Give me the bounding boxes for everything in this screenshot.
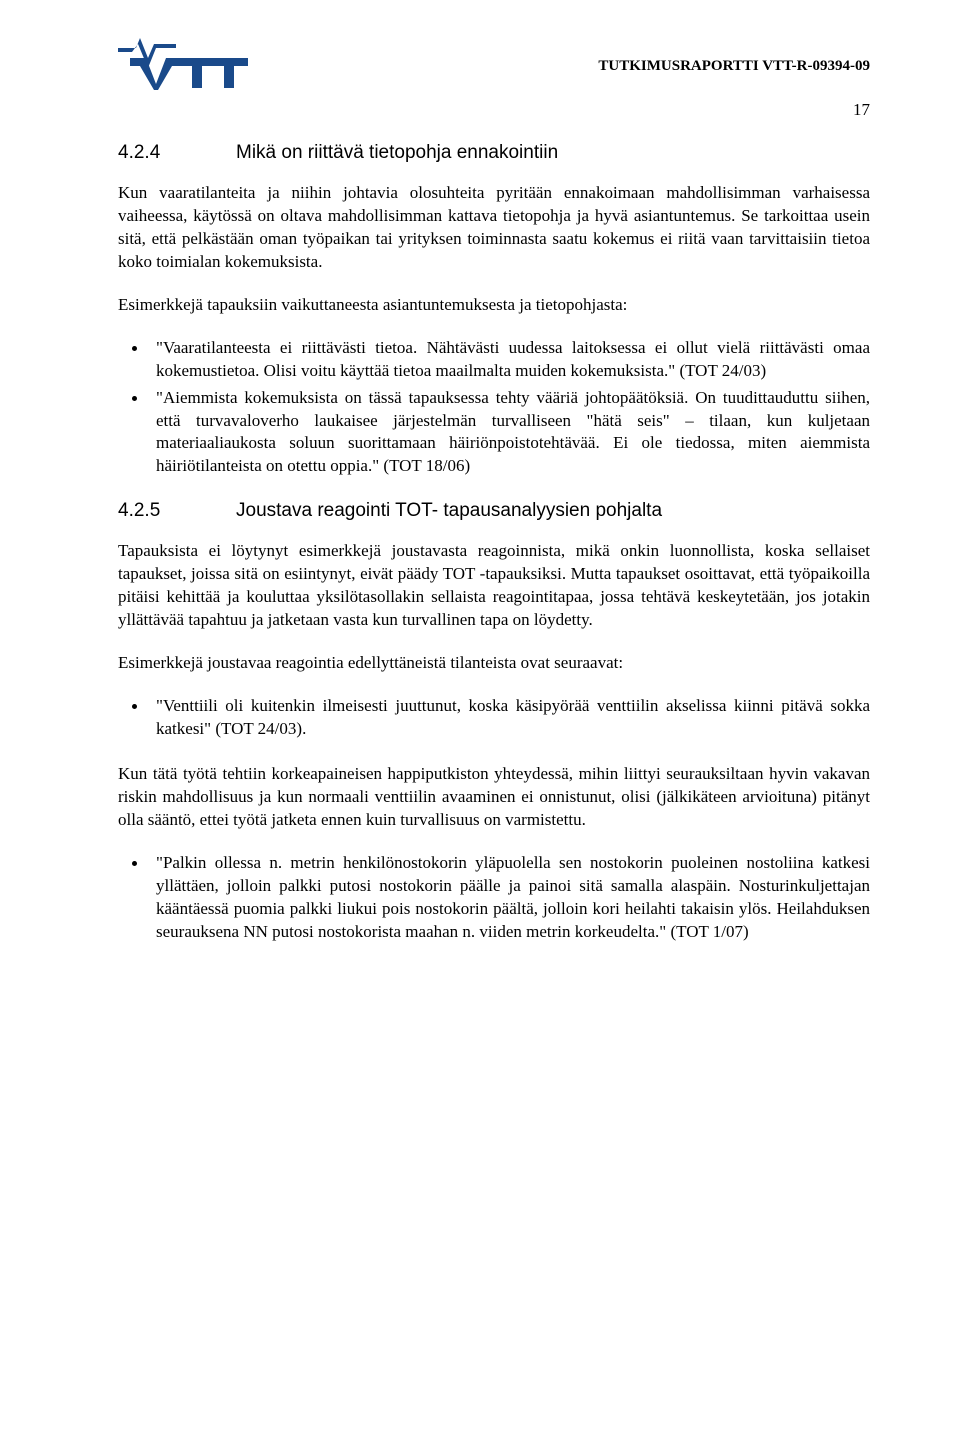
- paragraph: Kun vaaratilanteita ja niihin johtavia o…: [118, 182, 870, 274]
- list-item: "Aiemmista kokemuksista on tässä tapauks…: [118, 387, 870, 479]
- paragraph: Esimerkkejä joustavaa reagointia edellyt…: [118, 652, 870, 675]
- section-title: Joustava reagointi TOT- tapausanalyysien…: [236, 500, 870, 522]
- list-item: "Vaaratilanteesta ei riittävästi tietoa.…: [118, 337, 870, 383]
- vtt-logo: [118, 30, 248, 90]
- page-number: 17: [118, 100, 870, 120]
- report-id: TUTKIMUSRAPORTTI VTT-R-09394-09: [598, 58, 870, 75]
- paragraph: Tapauksista ei löytynyt esimerkkejä jous…: [118, 540, 870, 632]
- bullet-list: "Venttiili oli kuitenkin ilmeisesti juut…: [118, 695, 870, 741]
- section-title: Mikä on riittävä tietopohja ennakointiin: [236, 142, 870, 164]
- section-heading-424: 4.2.4 Mikä on riittävä tietopohja ennako…: [118, 142, 870, 164]
- section-heading-425: 4.2.5 Joustava reagointi TOT- tapausanal…: [118, 500, 870, 522]
- paragraph: Kun tätä työtä tehtiin korkeapaineisen h…: [118, 763, 870, 832]
- paragraph: Esimerkkejä tapauksiin vaikuttaneesta as…: [118, 294, 870, 317]
- list-item: "Palkin ollessa n. metrin henkilönostoko…: [118, 852, 870, 944]
- section-number: 4.2.5: [118, 500, 236, 522]
- list-item: "Venttiili oli kuitenkin ilmeisesti juut…: [118, 695, 870, 741]
- bullet-list: "Palkin ollessa n. metrin henkilönostoko…: [118, 852, 870, 944]
- page-header: TUTKIMUSRAPORTTI VTT-R-09394-09: [118, 30, 870, 90]
- section-number: 4.2.4: [118, 142, 236, 164]
- bullet-list: "Vaaratilanteesta ei riittävästi tietoa.…: [118, 337, 870, 479]
